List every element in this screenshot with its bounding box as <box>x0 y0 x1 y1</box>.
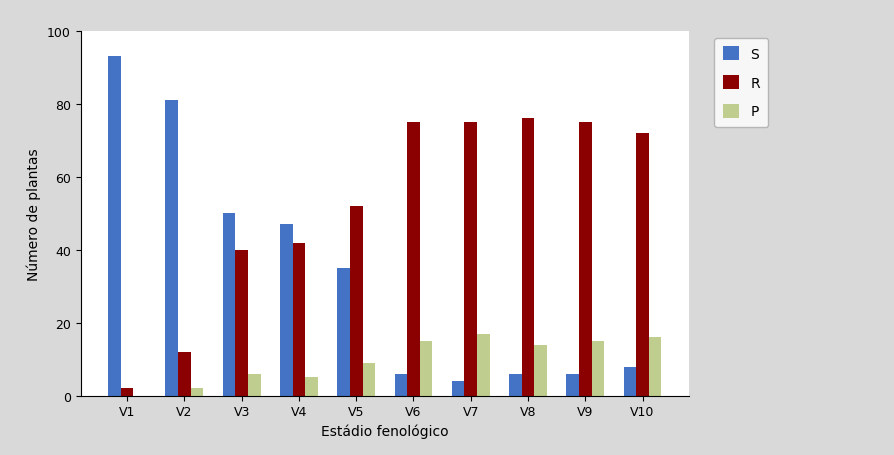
Bar <box>121 389 133 396</box>
Bar <box>477 334 489 396</box>
Bar <box>305 378 317 396</box>
Bar <box>362 363 375 396</box>
Bar <box>292 243 305 396</box>
Bar <box>636 134 648 396</box>
Bar <box>165 101 178 396</box>
Bar <box>407 123 419 396</box>
Bar <box>350 207 362 396</box>
Bar <box>623 367 636 396</box>
Y-axis label: Número de plantas: Número de plantas <box>27 148 41 280</box>
Bar <box>566 374 578 396</box>
Legend: S, R, P: S, R, P <box>713 39 768 127</box>
X-axis label: Estádio fenológico: Estádio fenológico <box>321 424 448 439</box>
Bar <box>591 341 603 396</box>
Bar <box>394 374 407 396</box>
Bar <box>534 345 546 396</box>
Bar <box>235 250 248 396</box>
Bar <box>223 214 235 396</box>
Bar <box>108 57 121 396</box>
Bar <box>464 123 477 396</box>
Bar <box>509 374 521 396</box>
Bar <box>280 225 292 396</box>
Bar <box>451 381 464 396</box>
Bar <box>190 389 203 396</box>
Bar <box>521 119 534 396</box>
Bar <box>337 268 350 396</box>
Bar <box>178 352 190 396</box>
Bar <box>578 123 591 396</box>
Bar <box>419 341 432 396</box>
Bar <box>648 338 661 396</box>
Bar <box>248 374 260 396</box>
